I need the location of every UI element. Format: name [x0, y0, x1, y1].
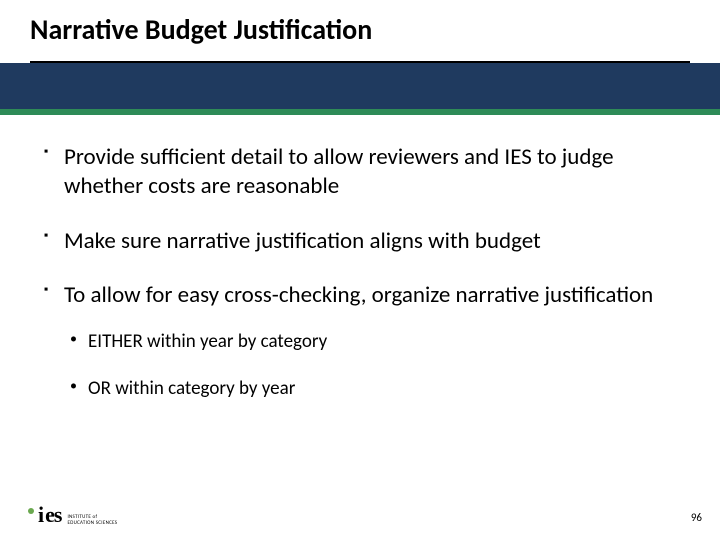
navy-band	[0, 63, 720, 109]
bullet-item: To allow for easy cross-checking, organi…	[44, 281, 676, 401]
bullet-item: Provide sufficient detail to allow revie…	[44, 143, 676, 201]
logo-tag-line: EDUCATION SCIENCES	[67, 521, 117, 527]
sub-bullet-text: OR within category by year	[88, 377, 295, 400]
sub-bullet-list: EITHER within year by category OR within…	[64, 330, 676, 401]
sub-bullet-text: EITHER within year by category	[88, 330, 327, 353]
bullet-text: Make sure narrative justification aligns…	[64, 227, 541, 255]
logo-dot-icon	[28, 508, 34, 514]
sub-bullet-item: EITHER within year by category	[64, 330, 676, 355]
ies-logo: i es INSTITUTE of EDUCATION SCIENCES	[28, 502, 117, 528]
logo-tagline: INSTITUTE of EDUCATION SCIENCES	[67, 515, 117, 528]
bullet-text: To allow for easy cross-checking, organi…	[64, 281, 653, 309]
slide: Narrative Budget Justification Provide s…	[0, 0, 720, 540]
sub-bullet-item: OR within category by year	[64, 377, 676, 402]
footer: i es INSTITUTE of EDUCATION SCIENCES 96	[0, 500, 720, 532]
logo-letter: es	[45, 502, 61, 528]
logo-letter: i	[38, 502, 44, 528]
bullet-list: Provide sufficient detail to allow revie…	[44, 143, 676, 401]
bullet-text: Provide sufficient detail to allow revie…	[64, 143, 614, 200]
content-area: Provide sufficient detail to allow revie…	[0, 115, 720, 401]
page-number: 96	[691, 511, 702, 524]
slide-title: Narrative Budget Justification	[30, 12, 720, 47]
title-area: Narrative Budget Justification	[0, 0, 720, 55]
bullet-item: Make sure narrative justification aligns…	[44, 227, 676, 256]
logo-mark: i es	[38, 502, 61, 528]
